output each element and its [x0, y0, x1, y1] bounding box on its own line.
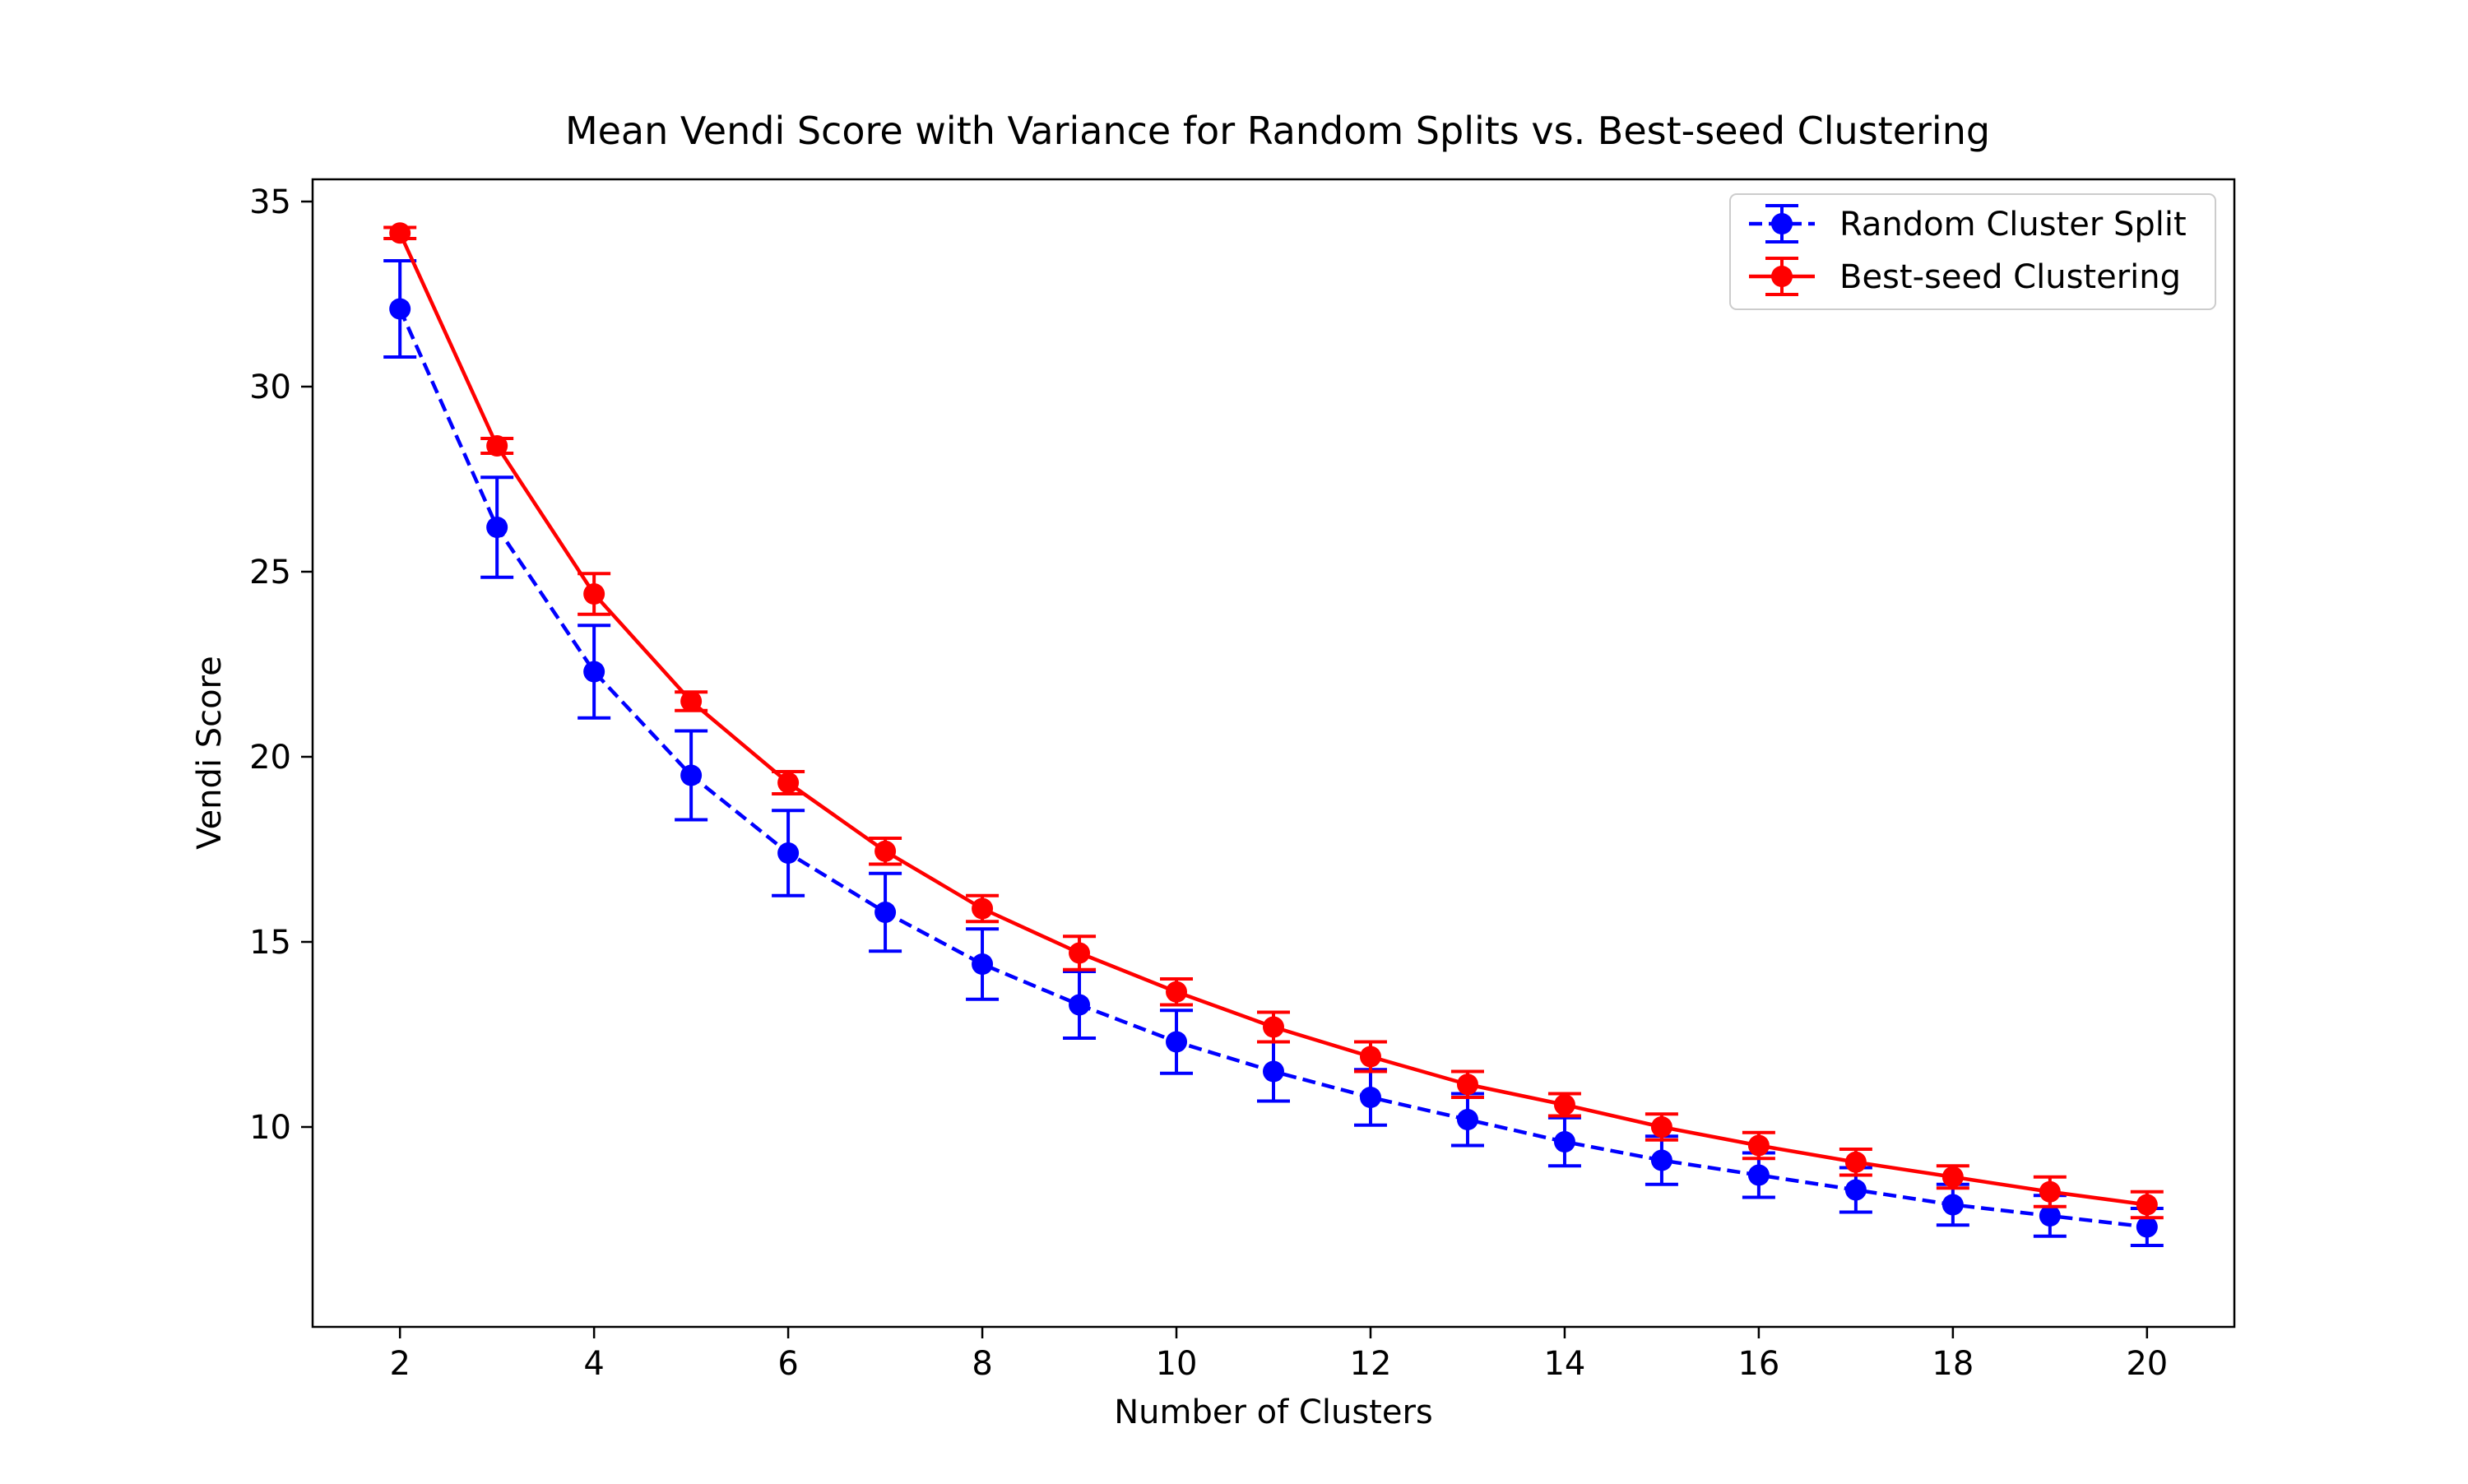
- data-point: [680, 764, 703, 786]
- data-point: [1553, 1131, 1575, 1152]
- legend-entry-best-seed-clustering: [1749, 257, 1815, 296]
- x-tick-label: 4: [583, 1345, 604, 1383]
- y-axis-label: Vendi Score: [191, 656, 229, 849]
- data-point: [1166, 1031, 1188, 1053]
- x-tick-label: 20: [2126, 1345, 2168, 1383]
- data-point: [1069, 994, 1091, 1016]
- data-point: [2136, 1194, 2158, 1216]
- x-tick-label: 2: [389, 1345, 410, 1383]
- data-point: [874, 840, 897, 862]
- y-tick-label: 25: [249, 554, 291, 591]
- data-point: [972, 953, 994, 975]
- data-point: [1456, 1074, 1478, 1096]
- legend-entry-random-cluster-split: [1749, 204, 1815, 243]
- x-tick-label: 6: [777, 1345, 798, 1383]
- y-tick-label: 15: [249, 924, 291, 962]
- data-point: [1747, 1134, 1770, 1157]
- y-tick-label: 10: [249, 1109, 291, 1147]
- data-point: [1553, 1094, 1575, 1115]
- data-point: [777, 842, 800, 864]
- y-tick-label: 20: [249, 739, 291, 777]
- y-tick-label: 30: [249, 369, 291, 406]
- x-tick-label: 16: [1737, 1345, 1779, 1383]
- data-point: [1844, 1151, 1867, 1173]
- legend-box: [1729, 193, 2216, 310]
- data-point: [1650, 1116, 1672, 1138]
- x-tick-label: 12: [1350, 1345, 1392, 1383]
- x-tick-label: 8: [972, 1345, 992, 1383]
- x-axis-label: Number of Clusters: [1114, 1394, 1432, 1431]
- chart-title: Mean Vendi Score with Variance for Rando…: [565, 109, 1990, 153]
- data-point: [486, 517, 508, 538]
- data-point: [389, 298, 411, 320]
- data-point: [583, 661, 605, 683]
- legend-marker: [1771, 266, 1793, 287]
- data-point: [1069, 942, 1091, 964]
- data-point: [1166, 981, 1188, 1003]
- data-point: [2136, 1216, 2158, 1238]
- data-point: [1263, 1060, 1284, 1083]
- data-point: [972, 897, 994, 920]
- series-best-seed-clustering: [383, 222, 2164, 1220]
- data-point: [2039, 1180, 2061, 1203]
- legend: Random Cluster Split Best-seed Clusterin…: [1729, 193, 2216, 310]
- x-tick-label: 18: [1932, 1345, 1974, 1383]
- data-point: [583, 583, 605, 605]
- plot-frame: [311, 178, 2236, 1329]
- data-point: [389, 222, 411, 244]
- data-point: [486, 435, 508, 457]
- legend-marker: [1771, 213, 1793, 234]
- x-tick-label: 10: [1156, 1345, 1198, 1383]
- data-point: [1844, 1179, 1867, 1201]
- data-point: [1941, 1166, 1964, 1188]
- data-point: [1359, 1087, 1381, 1108]
- data-point: [1650, 1149, 1672, 1171]
- data-point: [2039, 1205, 2061, 1227]
- data-point: [680, 690, 703, 712]
- data-point: [1263, 1016, 1284, 1038]
- data-point: [1359, 1046, 1381, 1068]
- legend-label-best-seed-clustering: Best-seed Clustering: [1839, 258, 2181, 296]
- legend-label-random-cluster-split: Random Cluster Split: [1839, 206, 2187, 243]
- data-point: [1941, 1194, 1964, 1216]
- axes: 2 4 6 8 10 12 14 16 18 20 10 15 20 25 30 35: [249, 183, 2168, 1383]
- plot-area: [383, 222, 2164, 1247]
- series-random-cluster-split: [383, 259, 2164, 1247]
- y-tick-label: 35: [249, 183, 291, 221]
- x-tick-label: 14: [1543, 1345, 1585, 1383]
- data-point: [1747, 1164, 1770, 1186]
- data-point: [1456, 1109, 1478, 1130]
- data-point: [874, 902, 897, 923]
- data-point: [777, 772, 800, 794]
